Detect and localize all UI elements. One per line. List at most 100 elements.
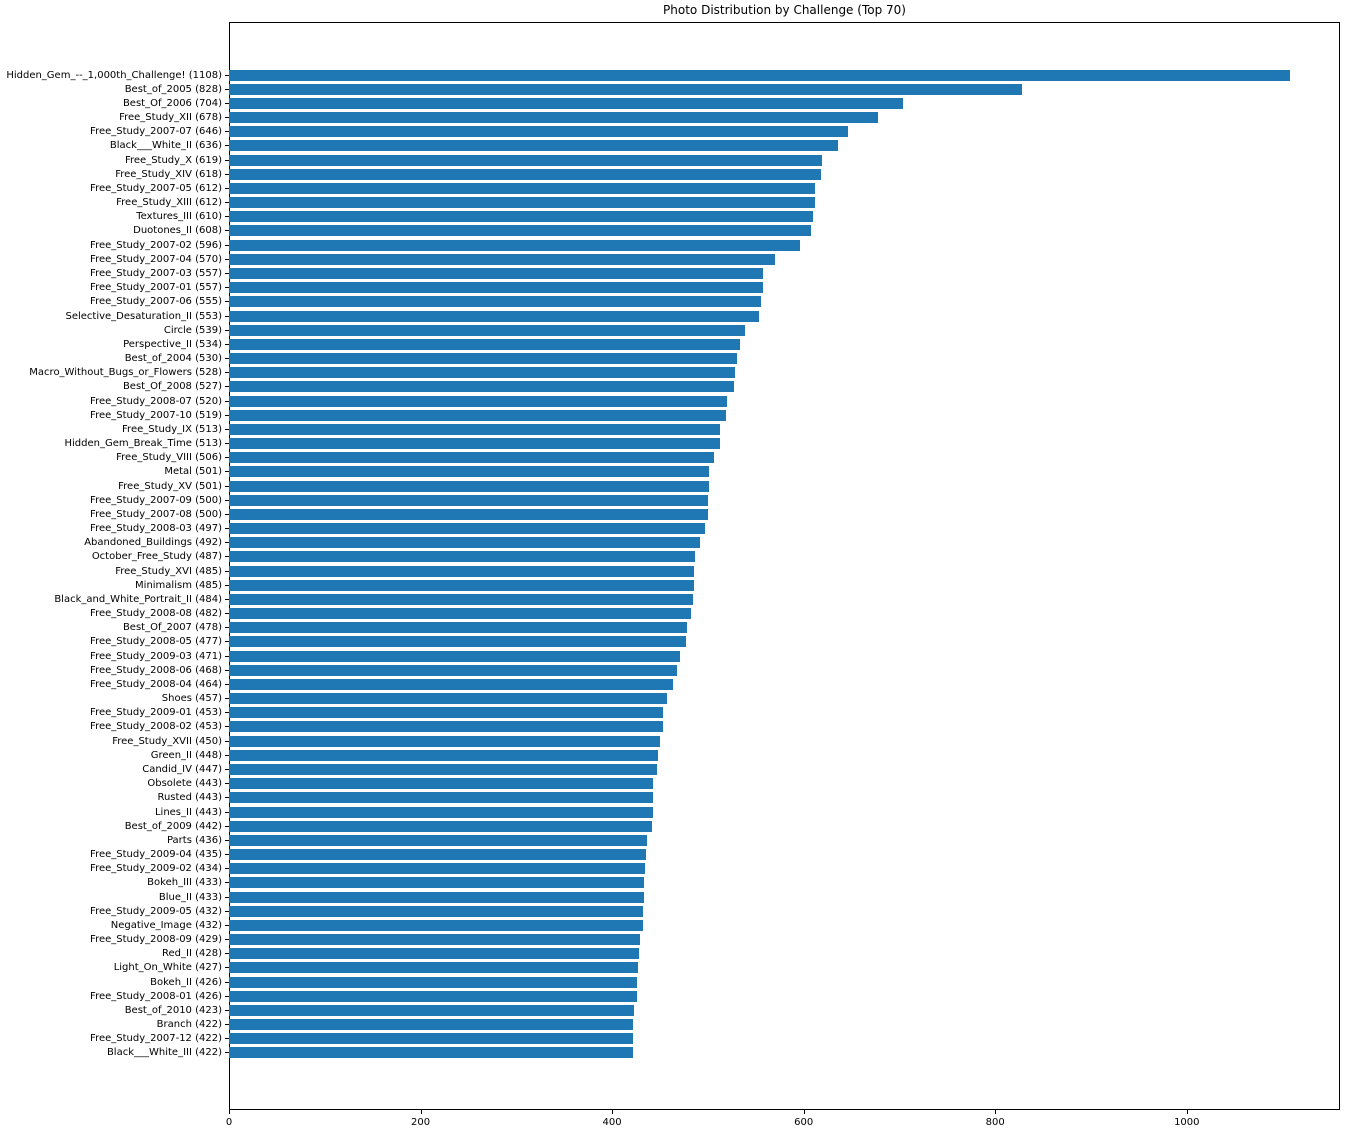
y-tick-mark bbox=[225, 641, 229, 643]
y-tick-label: Lines_II (443) bbox=[154, 806, 222, 818]
bar bbox=[229, 849, 646, 861]
y-tick-mark bbox=[225, 825, 229, 827]
y-tick-label: Black___White_III (422) bbox=[106, 1047, 222, 1059]
bar-row: Free_Study_2008-07 (520) bbox=[0, 394, 1340, 408]
bar-row: Free_Study_2007-12 (422) bbox=[0, 1032, 1340, 1046]
bar bbox=[229, 253, 775, 265]
y-tick-mark bbox=[225, 967, 229, 969]
bar bbox=[229, 480, 709, 492]
bar-row: Negative_Image (432) bbox=[0, 918, 1340, 932]
bar bbox=[229, 693, 667, 705]
y-tick-mark bbox=[225, 556, 229, 558]
y-tick-mark bbox=[225, 414, 229, 416]
y-tick-mark bbox=[225, 613, 229, 615]
bar bbox=[229, 211, 814, 223]
bar bbox=[229, 962, 638, 974]
y-tick-label: Free_Study_VIII (506) bbox=[116, 452, 222, 464]
y-tick-mark bbox=[225, 811, 229, 813]
y-tick-mark bbox=[225, 1024, 229, 1026]
bar bbox=[229, 69, 1291, 81]
bar bbox=[229, 324, 746, 336]
y-tick-mark bbox=[225, 584, 229, 586]
y-tick-mark bbox=[225, 131, 229, 133]
bar-row: Blue_II (433) bbox=[0, 890, 1340, 904]
y-tick-mark bbox=[225, 457, 229, 459]
bar-row: Free_Study_2007-04 (570) bbox=[0, 252, 1340, 266]
bar bbox=[229, 395, 727, 407]
y-tick-mark bbox=[225, 570, 229, 572]
bar bbox=[229, 778, 654, 790]
bar bbox=[229, 267, 763, 279]
bar-row: Free_Study_2007-03 (557) bbox=[0, 266, 1340, 280]
y-tick-mark bbox=[225, 301, 229, 303]
bar bbox=[229, 948, 639, 960]
y-tick-label: Obsolete (443) bbox=[147, 778, 222, 790]
bar bbox=[229, 608, 691, 620]
bar-row: Textures_III (610) bbox=[0, 210, 1340, 224]
bar bbox=[229, 466, 709, 478]
y-tick-mark bbox=[225, 924, 229, 926]
y-tick-label: Black_and_White_Portrait_II (484) bbox=[54, 593, 222, 605]
bar bbox=[229, 735, 660, 747]
bar-row: Obsolete (443) bbox=[0, 777, 1340, 791]
bar bbox=[229, 508, 708, 520]
y-tick-mark bbox=[225, 173, 229, 175]
bar-row: Free_Study_XVII (450) bbox=[0, 734, 1340, 748]
y-tick-label: Free_Study_2007-09 (500) bbox=[90, 494, 222, 506]
bar-row: Free_Study_2007-08 (500) bbox=[0, 507, 1340, 521]
y-tick-label: Negative_Image (432) bbox=[110, 919, 222, 931]
bar-row: Free_Study_2008-05 (477) bbox=[0, 635, 1340, 649]
bar-row: Best_of_2005 (828) bbox=[0, 82, 1340, 96]
x-tick-label: 800 bbox=[985, 1117, 1005, 1128]
y-tick-mark bbox=[225, 528, 229, 530]
bar-row: Best_of_2009 (442) bbox=[0, 819, 1340, 833]
bar bbox=[229, 551, 696, 563]
bar-row: Free_Study_2008-02 (453) bbox=[0, 720, 1340, 734]
y-tick-label: Free_Study_2008-06 (468) bbox=[90, 664, 222, 676]
bar-row: Best_of_2010 (423) bbox=[0, 1003, 1340, 1017]
bar bbox=[229, 579, 694, 591]
y-tick-label: Best_of_2005 (828) bbox=[124, 83, 222, 95]
y-tick-mark bbox=[225, 627, 229, 629]
bar-row: Free_Study_2007-09 (500) bbox=[0, 493, 1340, 507]
bar bbox=[229, 494, 708, 506]
bar-row: Macro_Without_Bugs_or_Flowers (528) bbox=[0, 366, 1340, 380]
bar-row: Free_Study_2007-05 (612) bbox=[0, 181, 1340, 195]
x-tick-label: 400 bbox=[602, 1117, 622, 1128]
bar bbox=[229, 565, 694, 577]
bar-row: Abandoned_Buildings (492) bbox=[0, 536, 1340, 550]
bar-row: Lines_II (443) bbox=[0, 805, 1340, 819]
y-tick-mark bbox=[225, 499, 229, 501]
y-tick-mark bbox=[225, 386, 229, 388]
x-tick-mark bbox=[420, 1110, 422, 1114]
x-tick-mark bbox=[612, 1110, 614, 1114]
bar-row: Metal (501) bbox=[0, 465, 1340, 479]
y-tick-mark bbox=[225, 187, 229, 189]
y-tick-mark bbox=[225, 995, 229, 997]
y-tick-mark bbox=[225, 372, 229, 374]
y-tick-label: Parts (436) bbox=[166, 834, 222, 846]
y-tick-label: Free_Study_XVII (450) bbox=[112, 735, 222, 747]
bar bbox=[229, 423, 721, 435]
y-tick-label: Free_Study_2008-04 (464) bbox=[90, 678, 222, 690]
bar bbox=[229, 83, 1022, 95]
y-tick-label: Circle (539) bbox=[163, 324, 222, 336]
bar-row: Hidden_Gem_--_1,000th_Challenge! (1108) bbox=[0, 68, 1340, 82]
y-tick-label: Rusted (443) bbox=[157, 792, 222, 804]
y-tick-label: Free_Study_2009-05 (432) bbox=[90, 905, 222, 917]
y-tick-mark bbox=[225, 88, 229, 90]
bar bbox=[229, 806, 654, 818]
y-tick-label: Best_of_2009 (442) bbox=[124, 820, 222, 832]
y-tick-label: Free_Study_2008-02 (453) bbox=[90, 721, 222, 733]
bar-row: Bokeh_II (426) bbox=[0, 975, 1340, 989]
y-tick-mark bbox=[225, 287, 229, 289]
y-tick-label: Bokeh_III (433) bbox=[147, 877, 222, 889]
bar bbox=[229, 537, 701, 549]
y-tick-mark bbox=[225, 1038, 229, 1040]
y-tick-label: Free_Study_2009-02 (434) bbox=[90, 863, 222, 875]
bar-row: Free_Study_2009-04 (435) bbox=[0, 847, 1340, 861]
y-tick-label: Light_On_White (427) bbox=[113, 962, 222, 974]
y-tick-mark bbox=[225, 726, 229, 728]
bar bbox=[229, 154, 822, 166]
bar bbox=[229, 664, 678, 676]
